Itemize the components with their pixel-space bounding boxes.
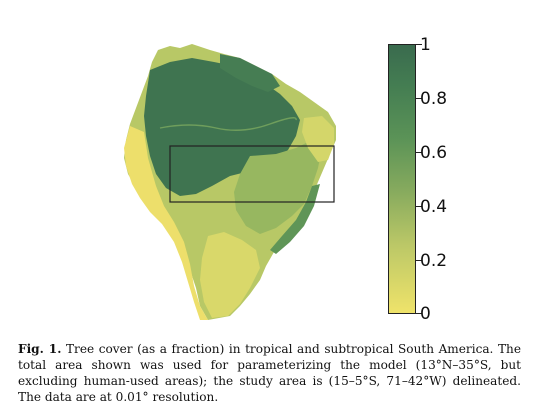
colorbar-tick — [416, 313, 422, 314]
colorbar — [388, 44, 416, 314]
colorbar-tick-label: 0 — [420, 304, 431, 324]
western-arid-band — [124, 126, 208, 320]
colorbar-tick — [416, 44, 422, 45]
caatinga — [302, 116, 334, 162]
southern-grassland — [200, 232, 260, 318]
caption-text: Tree cover (as a fraction) in tropical a… — [18, 342, 521, 404]
study-area-box — [169, 145, 335, 203]
cerrado-savanna — [234, 140, 322, 234]
colorbar-tick-label: 0.4 — [420, 197, 448, 217]
colorbar-tick-label: 1 — [420, 35, 431, 55]
colorbar-tick-label: 0.6 — [420, 143, 448, 163]
tree-cover-map — [124, 44, 336, 320]
colorbar-tick — [416, 98, 422, 99]
figure-caption: Fig. 1. Tree cover (as a fraction) in tr… — [18, 341, 521, 405]
colorbar-tick-label: 0.8 — [420, 89, 448, 109]
figure-label: Fig. 1. — [18, 342, 62, 356]
guiana-forest — [220, 54, 280, 92]
colorbar-tick-label: 0.2 — [420, 251, 448, 271]
colorbar-tick — [416, 152, 422, 153]
colorbar-tick — [416, 206, 422, 207]
colorbar-tick — [416, 260, 422, 261]
amazon-river — [159, 117, 297, 131]
